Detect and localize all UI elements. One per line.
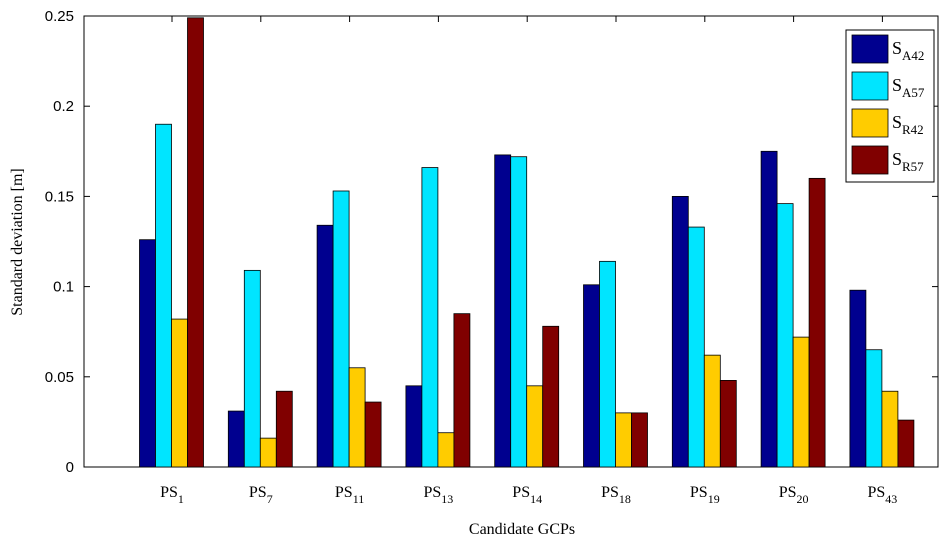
bar-r57-ps1 <box>187 17 204 468</box>
bar-r42-ps1 <box>171 318 188 468</box>
bar-r42-ps20 <box>792 336 810 468</box>
bar-a42-ps1 <box>139 239 156 468</box>
y-tick-label: 0.15 <box>45 188 74 205</box>
bar-r57-ps7 <box>275 390 293 468</box>
bar-a57-ps11 <box>332 190 350 468</box>
legend-label-r57: SR57 <box>892 149 924 174</box>
x-tick-label: PS18 <box>601 484 631 506</box>
bar-r57-ps20 <box>808 177 826 468</box>
bar-r42-ps11 <box>348 367 366 468</box>
x-tick-label: PS19 <box>690 484 720 506</box>
bar-a57-ps20 <box>776 203 794 468</box>
y-axis-title: Standard deviation [m] <box>9 168 26 316</box>
x-tick-label: PS1 <box>160 484 184 506</box>
bar-r57-ps13 <box>453 313 471 468</box>
x-tick-label: PS14 <box>512 484 542 506</box>
legend-label-a42: SA42 <box>892 38 924 63</box>
x-tick-label: PS11 <box>335 484 364 506</box>
bar-r57-ps14 <box>542 325 560 468</box>
y-tick-label: 0.2 <box>53 98 74 115</box>
bar-a42-ps43 <box>849 289 867 468</box>
bar-r57-ps11 <box>364 401 382 468</box>
bar-a57-ps43 <box>865 349 883 468</box>
legend-swatch-a42 <box>851 34 889 64</box>
legend-label-r42: SR42 <box>892 112 924 137</box>
bar-a57-ps18 <box>599 260 616 468</box>
legend-swatch-r42 <box>851 108 889 138</box>
bar-r42-ps18 <box>615 412 632 468</box>
bar-r57-ps43 <box>897 419 915 468</box>
bar-a57-ps13 <box>421 167 439 468</box>
bar-a42-ps19 <box>671 195 689 468</box>
legend-label-a57: SA57 <box>892 75 925 100</box>
legend: SA42 SA57 SR42 SR57 <box>845 29 935 183</box>
bar-a42-ps7 <box>227 410 245 468</box>
bar-r57-ps19 <box>719 380 737 468</box>
bar-a42-ps13 <box>405 385 423 468</box>
x-tick-label: PS13 <box>424 484 454 506</box>
legend-swatch-r57 <box>851 145 889 175</box>
bar-r42-ps7 <box>259 437 277 468</box>
bar-r42-ps13 <box>437 432 455 468</box>
x-axis-title: Candidate GCPs <box>469 521 575 538</box>
bar-a42-ps18 <box>583 284 600 468</box>
y-tick-label: 0.1 <box>53 279 74 296</box>
bar-r57-ps18 <box>631 412 648 468</box>
bar-r42-ps14 <box>526 385 544 468</box>
bar-a42-ps14 <box>494 154 512 468</box>
bar-r42-ps19 <box>703 354 721 468</box>
bar-a42-ps11 <box>316 224 334 468</box>
legend-swatch-a57 <box>851 71 889 101</box>
y-tick-label: 0.05 <box>45 369 74 386</box>
x-tick-label: PS43 <box>868 484 898 506</box>
y-tick-label: 0.25 <box>45 8 74 25</box>
bar-r42-ps43 <box>881 390 899 468</box>
bar-a57-ps14 <box>510 156 528 468</box>
bar-a57-ps7 <box>243 269 261 468</box>
x-tick-label: PS20 <box>779 484 809 506</box>
bar-a57-ps1 <box>155 123 172 468</box>
x-tick-label: PS7 <box>249 484 273 506</box>
y-tick-label: 0 <box>66 459 74 476</box>
bar-a42-ps20 <box>760 150 778 468</box>
bar-a57-ps19 <box>687 226 705 468</box>
